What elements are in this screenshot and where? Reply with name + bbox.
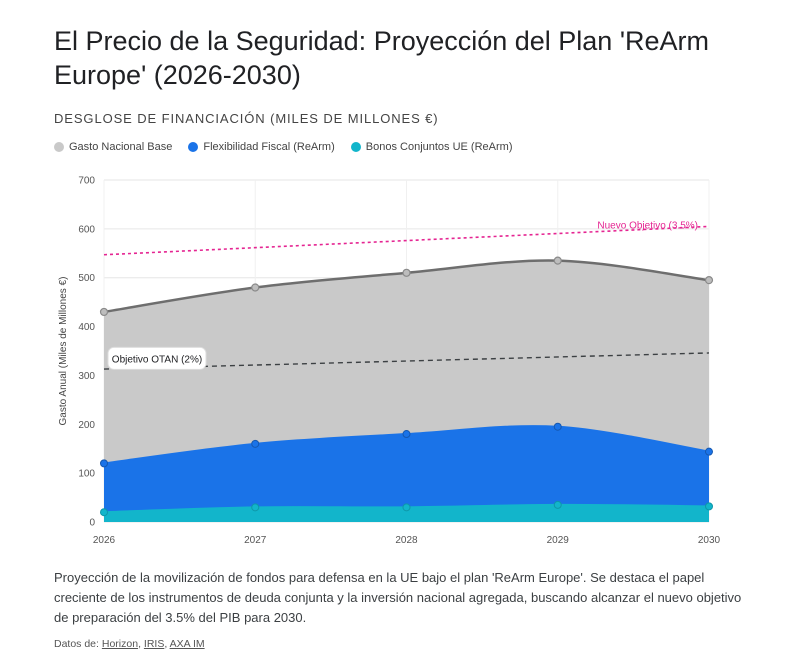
y-axis-title: Gasto Anual (Miles de Millones €) — [58, 277, 69, 426]
chart-caption: Proyección de la movilización de fondos … — [54, 570, 742, 625]
area-fiscal — [104, 426, 709, 522]
y-tick-label-0: 0 — [89, 518, 95, 529]
point-fiscal-2029[interactable] — [553, 422, 562, 431]
point-bonds-2030[interactable] — [705, 502, 713, 511]
legend-item-fiscal[interactable]: Flexibilidad Fiscal (ReArm) — [188, 141, 335, 153]
source-link-axa-im[interactable]: AXA IM — [169, 638, 205, 650]
point-base-2026[interactable] — [99, 307, 109, 317]
point-fiscal-2028[interactable] — [402, 430, 411, 439]
point-base-2028[interactable] — [402, 268, 411, 277]
x-tick-label-2026: 2026 — [93, 535, 116, 546]
y-tick-label-400: 400 — [78, 322, 95, 333]
point-bonds-2028[interactable] — [402, 503, 411, 512]
point-fiscal-2026[interactable] — [100, 459, 108, 468]
legend-item-base[interactable]: Gasto Nacional Base — [54, 141, 172, 153]
point-base-2027[interactable] — [251, 283, 260, 292]
point-fiscal-2027[interactable] — [251, 439, 260, 448]
legend-item-bonds[interactable]: Bonos Conjuntos UE (ReArm) — [350, 141, 513, 153]
y-tick-label-300: 300 — [78, 371, 95, 382]
annotation-nato-target: Objetivo OTAN (2%) — [112, 354, 202, 365]
sources-label: Datos de: — [54, 638, 99, 650]
legend-swatch-base — [54, 142, 64, 152]
point-base-2030[interactable] — [704, 276, 714, 285]
y-tick-label-600: 600 — [78, 224, 95, 235]
y-tick-label-100: 100 — [78, 469, 95, 480]
y-tick-label-500: 500 — [78, 273, 95, 284]
x-tick-label-2030: 2030 — [698, 535, 721, 546]
point-bonds-2027[interactable] — [251, 503, 260, 512]
annotation-nato-box — [107, 346, 207, 370]
source-link-horizon[interactable]: Horizon — [101, 638, 139, 650]
area-chart: 0 100 200 300 400 500 600 700 2026 2027 2028 2029 20… — [58, 176, 721, 547]
point-base-2029[interactable] — [553, 256, 562, 265]
chart-subtitle: DESGLOSE DE FINANCIACIÓN (MILES DE MILLO… — [54, 111, 439, 126]
y-tick-label-200: 200 — [78, 420, 95, 431]
target-line-new — [103, 225, 710, 256]
point-bonds-2026[interactable] — [100, 508, 108, 517]
legend-swatch-fiscal — [188, 142, 199, 152]
point-fiscal-2030[interactable] — [705, 447, 713, 456]
chart-legend: Gasto Nacional Base Flexibilidad Fiscal … — [54, 141, 513, 153]
source-link-iris[interactable]: IRIS — [143, 638, 165, 650]
annotation-new-target: Nuevo Objetivo (3.5%) — [597, 220, 698, 231]
point-bonds-2029[interactable] — [553, 500, 562, 509]
legend-swatch-bonds — [350, 142, 361, 152]
legend-label-base: Gasto Nacional Base — [69, 141, 173, 153]
x-tick-label-2029: 2029 — [547, 535, 570, 546]
x-tick-label-2028: 2028 — [395, 535, 418, 546]
y-tick-label-700: 700 — [78, 176, 95, 187]
x-tick-label-2027: 2027 — [244, 535, 267, 546]
legend-label-fiscal: Flexibilidad Fiscal (ReArm) — [203, 141, 335, 153]
page-title: El Precio de la Seguridad: Proyección de… — [54, 26, 709, 90]
legend-label-bonds: Bonos Conjuntos UE (ReArm) — [365, 141, 513, 153]
sources-line: Datos de: Horizon, IRIS, AXA IM — [54, 638, 205, 650]
